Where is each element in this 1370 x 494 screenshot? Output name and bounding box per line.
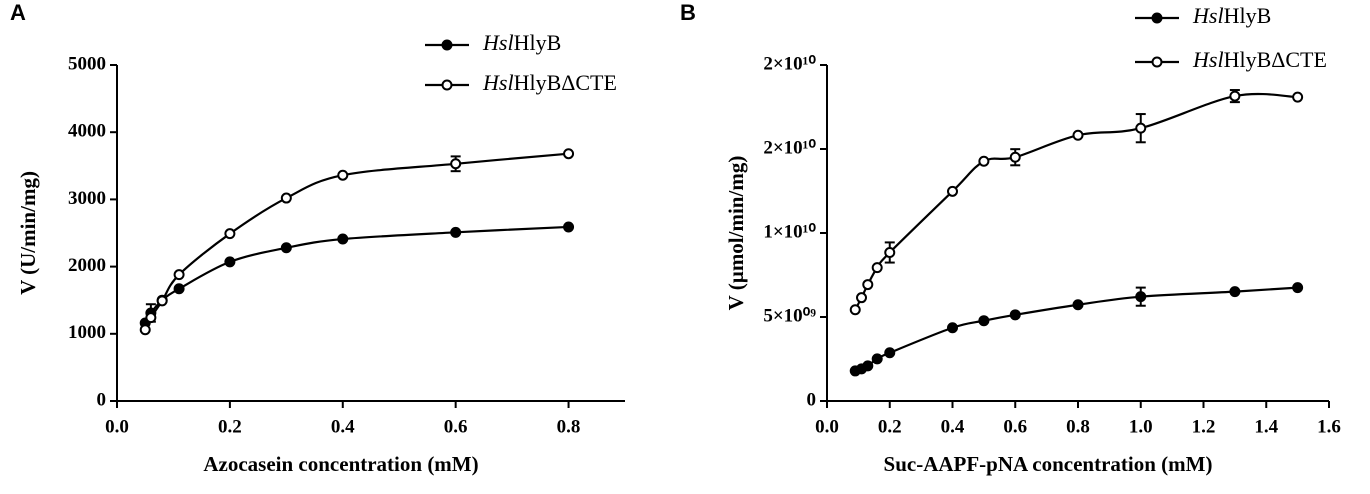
data-point <box>978 155 990 167</box>
y-tick-label: 2×10¹⁰ <box>763 137 816 158</box>
y-tick-label: 2×10¹⁰ <box>763 53 816 74</box>
data-point <box>978 315 990 327</box>
data-point <box>862 360 874 372</box>
data-point <box>563 148 575 160</box>
y-tick-label: 4000 <box>68 121 106 142</box>
data-point <box>280 242 292 254</box>
data-point <box>862 279 874 291</box>
x-axis-label: Suc-AAPF-pNA concentration (mM) <box>884 452 1213 476</box>
data-point <box>145 312 157 324</box>
panel-label: B <box>680 0 696 25</box>
legend-marker <box>1151 56 1163 68</box>
x-tick-label: 1.6 <box>1317 416 1341 437</box>
data-point <box>1135 291 1147 303</box>
data-point <box>450 158 462 170</box>
x-tick-label: 0.2 <box>878 416 902 437</box>
y-tick-label: 5000 <box>68 53 106 74</box>
x-axis-label: Azocasein concentration (mM) <box>203 452 478 476</box>
data-point <box>156 295 168 307</box>
x-tick-label: 1.0 <box>1129 416 1153 437</box>
y-tick-label: 0 <box>97 389 107 410</box>
x-tick-label: 0.4 <box>331 416 355 437</box>
x-tick-label: 0.8 <box>1066 416 1090 437</box>
fit-line <box>854 92 1298 311</box>
data-point <box>139 324 151 336</box>
legend-label: HslHlyB <box>482 30 561 55</box>
fit-line <box>144 152 569 331</box>
data-point <box>563 221 575 233</box>
y-tick-label: 3000 <box>68 188 106 209</box>
x-tick-label: 1.4 <box>1254 416 1278 437</box>
y-tick-label: 2000 <box>68 255 106 276</box>
x-tick-label: 0.0 <box>815 416 839 437</box>
data-point <box>1292 91 1304 103</box>
data-point <box>947 322 958 334</box>
data-point <box>849 304 861 316</box>
legend-label: HslHlyBΔCTE <box>1192 47 1327 72</box>
data-point <box>224 228 236 240</box>
legend-marker <box>1151 12 1163 24</box>
data-point <box>947 185 958 197</box>
data-point <box>871 353 883 365</box>
data-point <box>871 262 883 274</box>
y-tick-label: 5×10⁰⁹ <box>763 305 816 326</box>
data-point <box>884 347 896 359</box>
data-point <box>884 246 896 258</box>
data-point <box>1292 282 1304 294</box>
data-point <box>1009 309 1021 321</box>
legend-label: HslHlyB <box>1192 3 1271 28</box>
data-point <box>173 283 185 295</box>
legend-label: HslHlyBΔCTE <box>482 70 617 95</box>
data-point <box>173 269 185 281</box>
data-point <box>337 169 349 181</box>
y-tick-label: 1000 <box>68 322 106 343</box>
legend-marker <box>441 79 453 91</box>
y-tick-label: 0 <box>807 389 817 410</box>
data-point <box>1072 129 1084 141</box>
data-point <box>1009 151 1021 163</box>
x-tick-label: 0.4 <box>941 416 965 437</box>
data-point <box>450 226 462 238</box>
fit-line <box>144 225 569 324</box>
x-tick-label: 0.0 <box>105 416 129 437</box>
x-tick-label: 0.8 <box>557 416 581 437</box>
y-axis-label: V (U/min/mg) <box>16 171 40 295</box>
x-tick-label: 1.2 <box>1192 416 1216 437</box>
panel-label: A <box>10 0 26 25</box>
data-point <box>856 292 868 304</box>
data-point <box>1072 299 1084 311</box>
data-point <box>1135 122 1147 134</box>
x-tick-label: 0.2 <box>218 416 242 437</box>
data-point <box>280 192 292 204</box>
y-axis-label: V (µmol/min/mg) <box>724 156 748 311</box>
legend-marker <box>441 39 453 51</box>
x-tick-label: 0.6 <box>1003 416 1027 437</box>
data-point <box>1229 90 1241 102</box>
y-tick-label: 1×10¹⁰ <box>763 221 816 242</box>
data-point <box>224 256 236 268</box>
data-point <box>337 233 349 245</box>
x-tick-label: 0.6 <box>444 416 468 437</box>
data-point <box>1229 286 1241 298</box>
